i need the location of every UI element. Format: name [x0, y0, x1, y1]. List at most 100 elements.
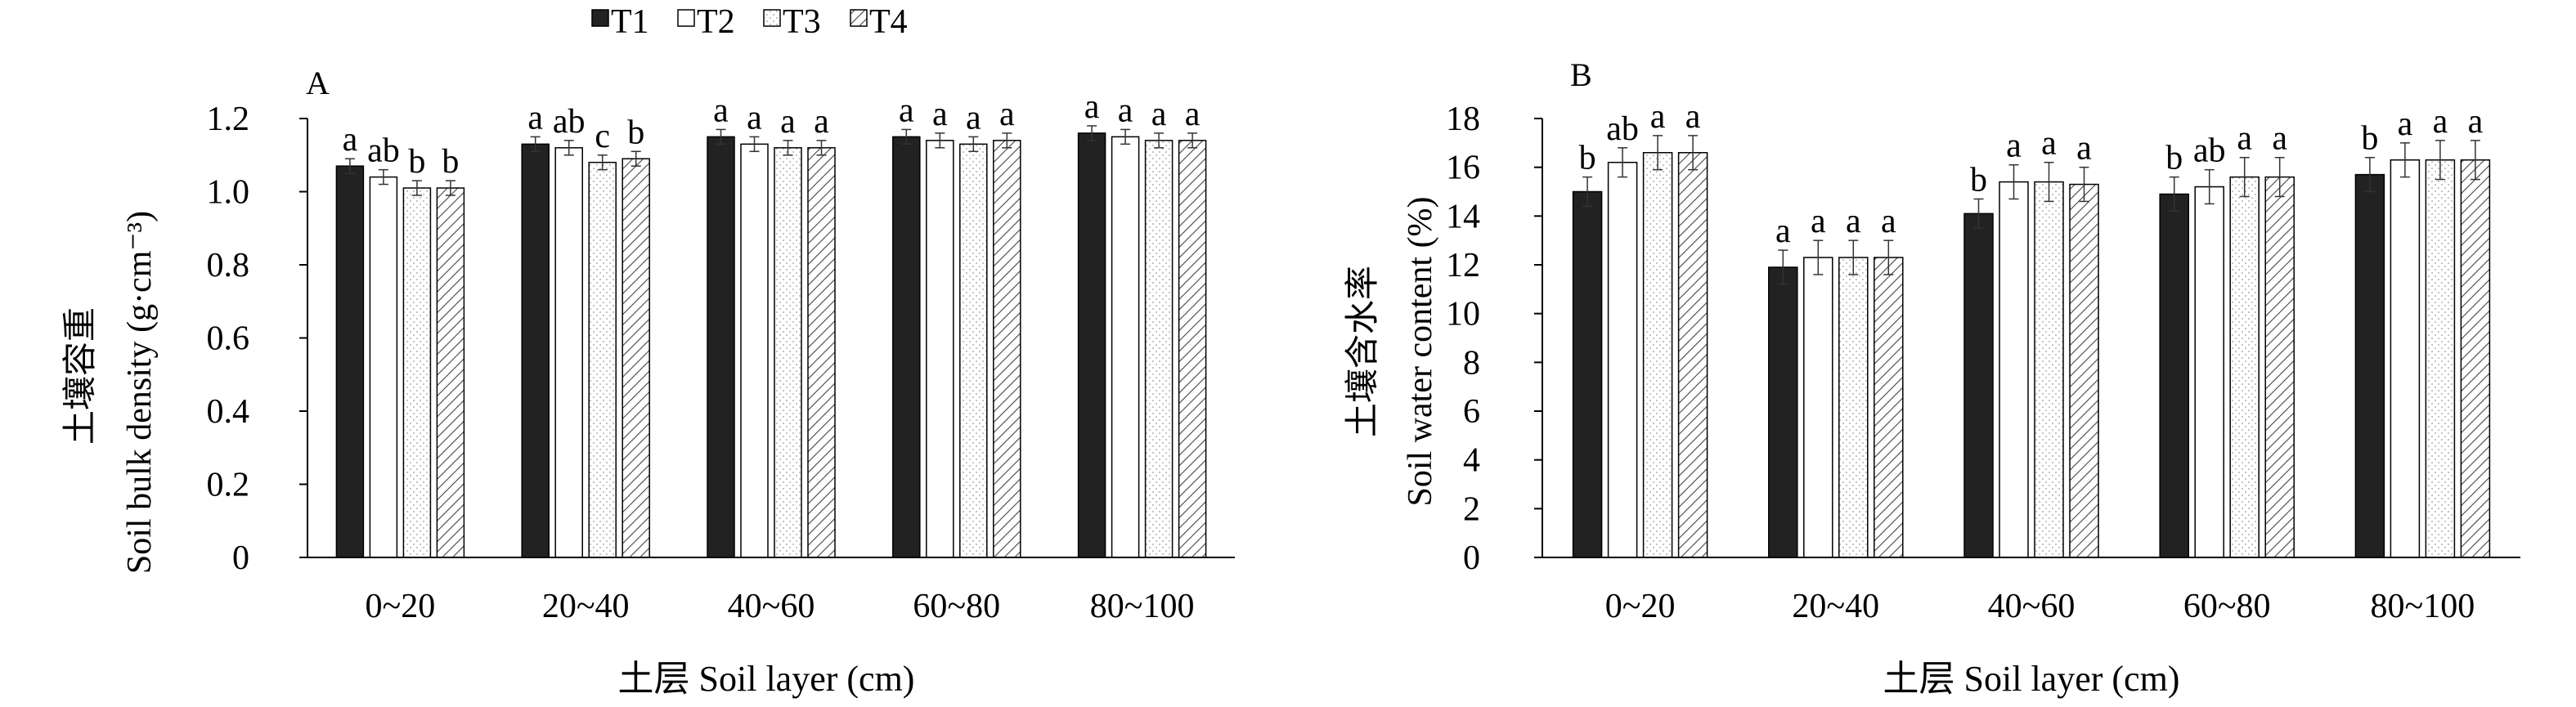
- significance-letter: a: [1846, 203, 1861, 240]
- significance-letter: ab: [1606, 110, 1639, 148]
- bar-t2: [740, 143, 769, 558]
- significance-letter: a: [780, 103, 796, 141]
- y-tick-label: 16: [1446, 150, 1480, 187]
- y-tick-label: 2: [1463, 490, 1480, 528]
- bar-t4: [993, 140, 1021, 558]
- significance-letter: a: [2272, 120, 2287, 158]
- bar-t3: [1642, 152, 1673, 558]
- bar-t3: [588, 161, 617, 558]
- legend-label-t1: T1: [611, 3, 649, 41]
- bar-t2: [369, 176, 398, 558]
- panel-a-y-title: 土壤容重 Soil bulk density (g·cm⁻³): [61, 211, 159, 574]
- significance-letter: a: [1084, 88, 1100, 126]
- panel-b-bars: bab a aa a a aba a a b ab a a b a a a: [1572, 98, 2491, 558]
- bar-t4: [807, 147, 836, 558]
- bar-t2: [1999, 181, 2029, 558]
- y-tick-label: 1.2: [207, 101, 250, 138]
- significance-letter: a: [2468, 103, 2484, 141]
- panel-b-letter: B: [1570, 56, 1592, 93]
- significance-letter: a: [1775, 213, 1791, 250]
- x-tick-label: 60~80: [2183, 588, 2271, 625]
- x-tick-label: 40~60: [1988, 588, 2076, 625]
- bar-t4: [2069, 183, 2099, 558]
- bar-t3: [2034, 181, 2064, 558]
- bar-t1: [1572, 190, 1603, 558]
- significance-letter: a: [1185, 96, 1200, 133]
- panel-a-bars: a ab b ba ab c ba a a a a a a a a a a a: [335, 88, 1207, 558]
- significance-letter: a: [747, 99, 762, 136]
- bar-t2: [1607, 161, 1638, 558]
- bar-t4: [2460, 159, 2491, 558]
- panel-a-letter: A: [306, 65, 330, 101]
- y-tick-label: 4: [1463, 442, 1480, 480]
- significance-letter: a: [527, 99, 543, 136]
- significance-letter: b: [627, 114, 644, 151]
- panel-b-xlabel: 土层 Soil layer (cm): [1883, 659, 2180, 699]
- legend-item-t2: T2: [677, 3, 735, 41]
- panel-a-ylabel: Soil bulk density (g·cm⁻³): [121, 211, 159, 574]
- significance-letter: a: [1811, 203, 1826, 240]
- bar-t1: [2159, 193, 2189, 558]
- bar-t1: [1963, 213, 1994, 558]
- bar-t1: [1768, 266, 1798, 558]
- bar-t1: [2354, 173, 2385, 558]
- legend-swatch-t4: [850, 9, 868, 27]
- bar-t1: [892, 136, 921, 558]
- y-tick-label: 6: [1463, 393, 1480, 431]
- legend-swatch-t3: [763, 9, 781, 27]
- panel-a-bulk-density-chart: A 土壤容重 Soil bulk density (g·cm⁻³) 0 0.2 0.…: [61, 65, 1235, 699]
- bar-t1: [521, 143, 550, 558]
- panel-a-x-ticks: 0~20 20~40 40~60 60~80 80~100: [366, 588, 1195, 625]
- bar-t2: [2194, 186, 2224, 558]
- significance-letter: ab: [367, 132, 400, 170]
- panel-b-x-ticks: 0~20 20~40 40~60 60~80 80~100: [1605, 588, 2475, 625]
- bar-t1: [707, 136, 735, 558]
- significance-letter: a: [899, 92, 914, 129]
- panel-b-y-title: 土壤含水率 Soil water content (%): [1344, 196, 1439, 506]
- significance-letter: a: [2041, 125, 2057, 163]
- significance-letter: a: [932, 96, 948, 133]
- y-tick-label: 0.2: [207, 467, 250, 504]
- significance-letter: b: [1579, 140, 1596, 177]
- significance-letter: ab: [2193, 132, 2226, 170]
- y-tick-label: 1.0: [207, 174, 250, 212]
- panel-b-water-content-chart: B 土壤含水率 Soil water content (%) 0 2 4 6 8 10 12…: [1344, 56, 2520, 699]
- bar-t3: [774, 147, 802, 558]
- x-tick-label: 40~60: [728, 588, 815, 625]
- x-tick-label: 0~20: [1605, 588, 1676, 625]
- bar-t4: [622, 158, 650, 558]
- legend-label-t4: T4: [869, 3, 908, 41]
- y-tick-label: 0.8: [207, 247, 250, 284]
- bar-t2: [1803, 257, 1833, 558]
- significance-letter: a: [1118, 92, 1133, 129]
- y-tick-label: 0: [232, 539, 249, 577]
- legend-item-t3: T3: [763, 3, 821, 41]
- legend-swatch-t2: [677, 9, 695, 27]
- significance-letter: a: [2237, 120, 2252, 158]
- bar-t2: [2390, 159, 2421, 558]
- bar-t1: [335, 165, 365, 558]
- bar-t3: [1144, 140, 1174, 558]
- bar-t3: [959, 143, 988, 558]
- significance-letter: a: [1881, 203, 1896, 240]
- significance-letter: a: [2076, 130, 2092, 168]
- bar-t4: [1874, 257, 1904, 558]
- bar-t4: [436, 187, 465, 558]
- panel-a-xlabel: 土层 Soil layer (cm): [618, 659, 915, 699]
- panel-a-ylabel-cn: 土壤容重: [61, 307, 100, 445]
- significance-letter: a: [713, 92, 729, 129]
- significance-letter: b: [2361, 120, 2378, 158]
- bar-t4: [1178, 140, 1207, 558]
- x-tick-label: 60~80: [913, 588, 1000, 625]
- significance-letter: a: [1685, 98, 1701, 136]
- y-tick-label: 14: [1446, 198, 1480, 235]
- x-tick-label: 0~20: [366, 588, 436, 625]
- significance-letter: a: [814, 103, 829, 141]
- x-tick-label: 20~40: [542, 588, 630, 625]
- panel-b-y-ticks: 0 2 4 6 8 10 12 14 16 18: [1446, 101, 1542, 577]
- legend-item-t4: T4: [850, 3, 908, 41]
- legend-swatch-t1: [591, 9, 609, 27]
- significance-letter: a: [2006, 128, 2022, 165]
- significance-letter: b: [1970, 161, 1987, 199]
